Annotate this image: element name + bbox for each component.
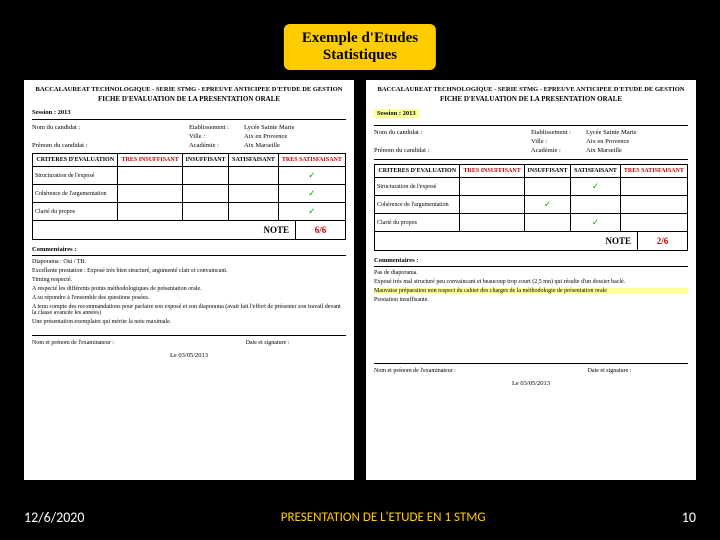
slide-footer: 12/6/2020 PRESENTATION DE L'ETUDE EN 1 S… [0, 509, 720, 526]
right-header1: BACCALAUREAT TECHNOLOGIQUE - SERIE STMG … [374, 86, 688, 93]
right-header2: FICHE D'EVALUATION DE LA PRESENTATION OR… [374, 95, 688, 103]
left-header1: BACCALAUREAT TECHNOLOGIQUE - SERIE STMG … [32, 86, 346, 93]
right-note-row: NOTE 2/6 [374, 232, 688, 251]
left-note-value: 6/6 [295, 221, 345, 239]
footer-page: 10 [682, 509, 696, 526]
title-box: Exemple d'Etudes Statistiques [282, 22, 438, 72]
right-criteria-table: CRITERES D'EVALUATION TRES INSUFFISANT I… [374, 164, 688, 232]
footer-date: 12/6/2020 [24, 509, 84, 526]
title-line2: Statistiques [302, 47, 418, 64]
right-note-value: 2/6 [637, 232, 687, 250]
left-criteria-table: CRITERES D'EVALUATION TRES INSUFFISANT I… [32, 153, 346, 221]
left-nom: Nom du candidat : [32, 124, 189, 131]
left-note-row: NOTE 6/6 [32, 221, 346, 240]
left-session: Session : 2013 [32, 109, 346, 120]
sheet-left: BACCALAUREAT TECHNOLOGIQUE - SERIE STMG … [24, 80, 354, 480]
title-line1: Exemple d'Etudes [302, 30, 418, 47]
footer-center: PRESENTATION DE L'ETUDE EN 1 STMG [281, 510, 486, 525]
left-header2: FICHE D'EVALUATION DE LA PRESENTATION OR… [32, 95, 346, 103]
right-session: Session : 2013 [374, 109, 419, 118]
left-comments: Diaporama : Oui / TB. Excellente prestat… [32, 259, 346, 325]
sheet-right: BACCALAUREAT TECHNOLOGIQUE - SERIE STMG … [366, 80, 696, 480]
sheets-row: BACCALAUREAT TECHNOLOGIQUE - SERIE STMG … [24, 80, 696, 480]
right-comments: Pas de diaporama. Exposé très mal struct… [374, 270, 688, 303]
left-prenom: Prénom du candidat : [32, 142, 189, 149]
